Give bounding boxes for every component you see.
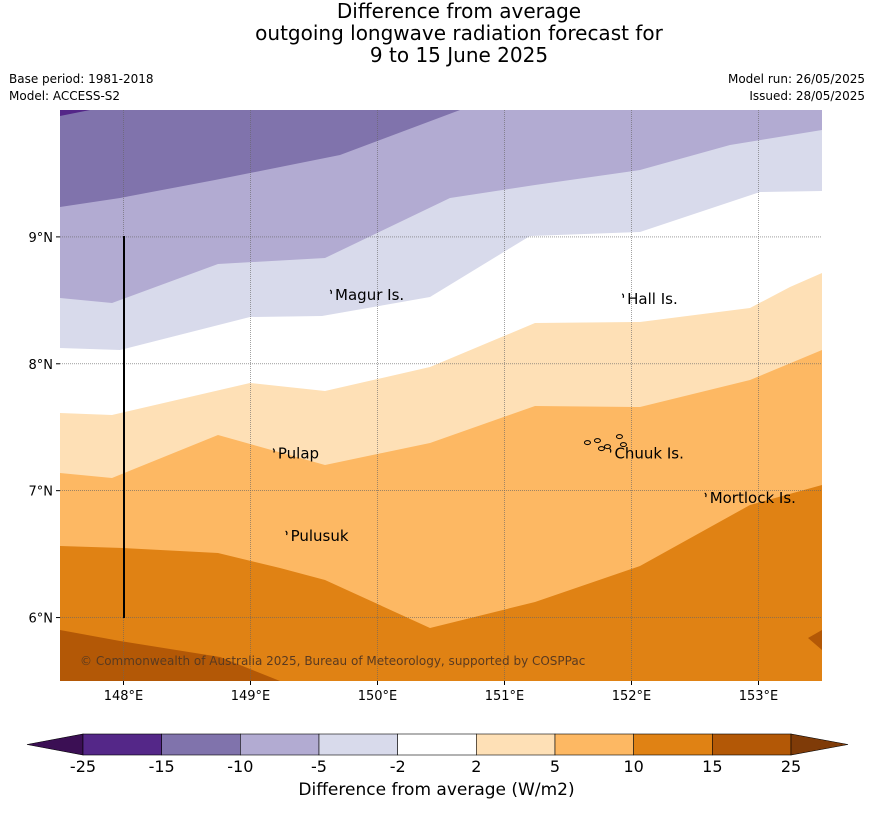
- island-label-4: Mortlock Is.: [710, 489, 796, 507]
- lon-tick-label-4: 152°E: [612, 689, 652, 704]
- island-outline-1: [621, 293, 625, 298]
- issued-date: Issued: 28/05/2025: [749, 89, 865, 103]
- band-b9-east: [808, 630, 822, 650]
- colorbar-tick-1: -15: [149, 757, 175, 776]
- meta-right: Model run: 26/05/2025 Issued: 28/05/2025: [728, 71, 865, 105]
- island-outline-4: [704, 492, 707, 498]
- lat-tick-label-1: 8°N: [29, 358, 54, 373]
- band-b2: [60, 110, 460, 207]
- lon-tick-label-3: 151°E: [485, 689, 525, 704]
- colorbar-tick-7: 10: [623, 757, 643, 776]
- colorbar-swatch-2: [240, 733, 320, 756]
- chuuk-islet-2: [603, 444, 611, 450]
- copyright-text: © Commonwealth of Australia 2025, Bureau…: [80, 654, 585, 668]
- lon-tick-label-1: 149°E: [231, 689, 271, 704]
- colorbar-tick-6: 5: [550, 757, 560, 776]
- island-outline-5: [285, 530, 288, 536]
- colorbar-tick-8: 15: [702, 757, 722, 776]
- colorbar-tick-9: 25: [781, 757, 801, 776]
- colorbar-tick-5: 2: [471, 757, 481, 776]
- island-label-3: Chuuk Is.: [614, 445, 683, 463]
- title-line-1: Difference from average: [336, 0, 582, 23]
- colorbar-tick-3: -5: [311, 757, 327, 776]
- gridlines: [60, 110, 822, 681]
- lon-tick-label-0: 148°E: [104, 689, 144, 704]
- lat-tick-label-3: 6°N: [29, 612, 54, 627]
- island-label-2: Pulap: [278, 445, 319, 463]
- chart-title: Difference from average outgoing longwav…: [0, 0, 873, 66]
- island-layer: Magur Is. Hall Is. Pulap Chuuk Is. Mortlock …: [272, 286, 796, 545]
- map-axes: 148°E 149°E 150°E 151°E 152°E 153°E 9°N 8°N 7°N 6…: [29, 231, 779, 704]
- model-name: Model: ACCESS-S2: [9, 89, 121, 103]
- contour-fields: [60, 110, 822, 681]
- chuuk-islet-4: [619, 442, 627, 448]
- title-line-2: outgoing longwave radiation forecast for: [255, 21, 663, 45]
- colorbar-swatch-7: [633, 733, 713, 756]
- colorbar-swatch-8: [712, 733, 792, 756]
- lon-tick-label-2: 150°E: [358, 689, 398, 704]
- island-outline-0: [329, 289, 332, 295]
- colorbar-swatch-0: [82, 733, 162, 756]
- colorbar-tick-2: -10: [227, 757, 253, 776]
- chuuk-islet-0: [583, 440, 591, 446]
- lat-tick-label-2: 7°N: [29, 485, 54, 500]
- island-label-1: Hall Is.: [627, 290, 678, 308]
- colorbar-tick-4: -2: [390, 757, 406, 776]
- band-b9: [60, 630, 280, 681]
- chuuk-islet-3: [615, 434, 623, 440]
- chuuk-islet-5: [597, 446, 605, 452]
- colorbar-swatch-1: [161, 733, 241, 756]
- colorbar-extend-high: [790, 733, 849, 756]
- island-outline-3: [609, 448, 612, 453]
- colorbar-extend-low: [26, 733, 84, 756]
- colorbar-swatch-5: [476, 733, 556, 756]
- island-label-5: Pulusuk: [291, 527, 349, 545]
- colorbar-swatch-3: [318, 733, 398, 756]
- island-label-0: Magur Is.: [335, 286, 404, 304]
- lat-tick-label-0: 9°N: [29, 231, 54, 246]
- colorbar-swatch-4: [397, 733, 477, 756]
- colorbar: -25 -15 -10 -5 -2 2 5 10 15 25: [26, 733, 849, 776]
- island-outline-2: [272, 448, 275, 453]
- model-run: Model run: 26/05/2025: [727, 72, 865, 86]
- chuuk-islet-1: [593, 438, 601, 444]
- base-period: Base period: 1981-2018: [9, 72, 154, 86]
- title-line-3: 9 to 15 June 2025: [369, 43, 549, 67]
- meta-left: Base period: 1981-2018 Model: ACCESS-S2: [9, 71, 154, 105]
- lon-tick-label-5: 153°E: [739, 689, 779, 704]
- colorbar-label: Difference from average (W/m2): [298, 780, 575, 800]
- colorbar-swatch-6: [554, 733, 634, 756]
- band-b1: [60, 110, 90, 116]
- colorbar-tick-0: -25: [70, 757, 96, 776]
